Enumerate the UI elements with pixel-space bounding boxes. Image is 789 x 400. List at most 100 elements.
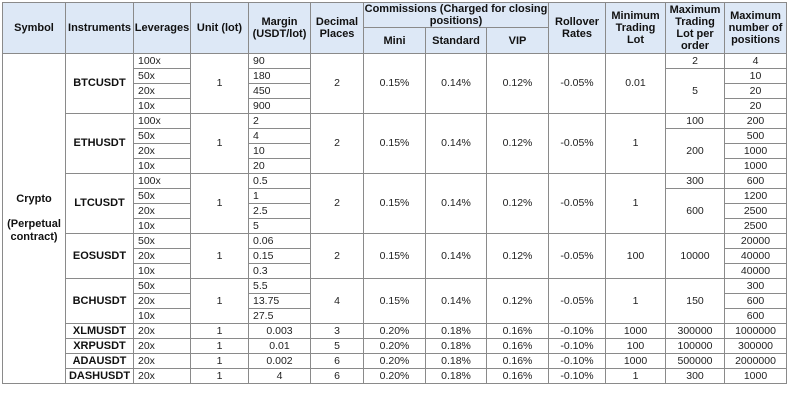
min-lot-cell: 100 [605,338,667,354]
vip-cell: 0.12% [485,173,550,234]
leverage-cell: 20x [133,293,191,309]
standard-cell: 0.14% [425,173,487,234]
standard-cell: 0.14% [425,113,487,174]
max-positions-cell: 20 [724,98,788,114]
leverage-cell: 10x [133,308,191,324]
rollover-cell: -0.05% [548,233,607,279]
min-lot-cell: 100 [605,233,667,279]
standard-cell: 0.18% [425,353,487,369]
max-positions-cell: 4 [724,53,788,69]
leverage-cell: 10x [133,98,191,114]
leverage-cell: 20x [133,338,191,354]
leverage-cell: 20x [133,353,191,369]
vip-cell: 0.12% [485,53,550,114]
max-positions-cell: 200 [724,113,788,129]
margin-cell: 10 [248,143,311,159]
min-lot-cell: 1 [605,278,667,324]
table-row: ETHUSDT 100x 1 2 2 0.15% 0.14% 0.12% -0.… [3,113,788,174]
max-lot-cell: 100000 [665,338,726,354]
header-max-positions: Maximum number of positions [724,2,788,54]
margin-cell: 20 [248,158,311,174]
table-row: 10x 20 1000 [3,158,788,174]
table-row: 10x 5 2500 [3,218,788,234]
instrument-cell: ADAUSDT [65,353,134,369]
max-positions-cell: 1000 [724,143,788,159]
instrument-cell: BTCUSDT [65,53,134,114]
margin-cell: 0.15 [248,248,311,264]
header-standard: Standard [425,27,487,54]
max-positions-cell: 600 [724,173,788,189]
max-lot-cell: 300 [665,368,726,384]
rollover-cell: -0.10% [548,368,607,384]
margin-cell: 2 [248,113,311,129]
table-row: LTCUSDT 100x 1 0.5 2 0.15% 0.14% 0.12% -… [3,173,788,234]
header-margin: Margin (USDT/lot) [248,2,311,54]
max-positions-cell: 600 [724,293,788,309]
margin-cell: 180 [248,68,311,84]
decimal-cell: 2 [310,233,364,279]
instrument-cell: XRPUSDT [65,338,134,354]
max-positions-cell: 40000 [724,263,788,279]
min-lot-cell: 1 [605,113,667,174]
decimal-cell: 6 [310,353,364,369]
unit-cell: 1 [190,53,249,114]
max-positions-cell: 20000 [724,233,788,249]
table-row: ADAUSDT 20x 1 0.002 6 0.20% 0.18% 0.16% … [3,353,788,369]
max-positions-cell: 300000 [724,338,788,354]
decimal-cell: 2 [310,173,364,234]
margin-cell: 0.06 [248,233,311,249]
decimal-cell: 2 [310,53,364,114]
instrument-cell: BCHUSDT [65,278,134,324]
leverage-cell: 20x [133,83,191,99]
leverage-cell: 20x [133,248,191,264]
min-lot-cell: 0.01 [605,53,667,114]
unit-cell: 1 [190,353,249,369]
vip-cell: 0.12% [485,113,550,174]
margin-cell: 0.3 [248,263,311,279]
min-lot-cell: 1000 [605,353,667,369]
margin-cell: 1 [248,188,311,204]
margin-cell: 13.75 [248,293,311,309]
leverage-cell: 50x [133,128,191,144]
standard-cell: 0.18% [425,323,487,339]
leverage-cell: 20x [133,368,191,384]
leverage-cell: 50x [133,188,191,204]
mini-cell: 0.15% [363,233,426,279]
unit-cell: 1 [190,338,249,354]
min-lot-cell: 1 [605,368,667,384]
max-lot-cell: 5 [665,68,726,114]
header-max-lot: Maximum Trading Lot per order [665,2,726,54]
header-commissions: Commissions (Charged for closing positio… [362,2,550,28]
margin-cell: 0.5 [248,173,311,189]
max-lot-cell: 300 [665,173,726,189]
header-decimal-places: Decimal Places [310,2,364,54]
instrument-cell: DASHUSDT [65,368,134,384]
leverage-cell: 10x [133,218,191,234]
max-lot-cell: 500000 [665,353,726,369]
leverage-cell: 20x [133,203,191,219]
instrument-cell: ETHUSDT [65,113,134,174]
standard-cell: 0.14% [425,53,487,114]
leverage-cell: 20x [133,143,191,159]
table-row: EOSUSDT 50x 1 0.06 2 0.15% 0.14% 0.12% -… [3,233,788,279]
instrument-cell: XLMUSDT [65,323,134,339]
max-positions-cell: 1200 [724,188,788,204]
contract-specs-table: Symbol Instruments Leverages Unit (lot) … [2,2,788,384]
mini-cell: 0.15% [363,113,426,174]
max-lot-cell: 200 [665,128,726,174]
header-unit: Unit (lot) [190,2,249,54]
decimal-cell: 4 [310,278,364,324]
margin-cell: 90 [248,53,311,69]
symbol-cell: Crypto (Perpetual contract) [2,53,66,384]
margin-cell: 2.5 [248,203,311,219]
table-row: BCHUSDT 50x 1 5.5 4 0.15% 0.14% 0.12% -0… [3,278,788,324]
standard-cell: 0.14% [425,233,487,279]
mini-cell: 0.20% [363,323,426,339]
leverage-cell: 10x [133,263,191,279]
rollover-cell: -0.10% [548,338,607,354]
table-row: DASHUSDT 20x 1 4 6 0.20% 0.18% 0.16% -0.… [3,368,788,384]
vip-cell: 0.12% [485,233,550,279]
leverage-cell: 50x [133,233,191,249]
unit-cell: 1 [190,173,249,234]
rollover-cell: -0.10% [548,353,607,369]
